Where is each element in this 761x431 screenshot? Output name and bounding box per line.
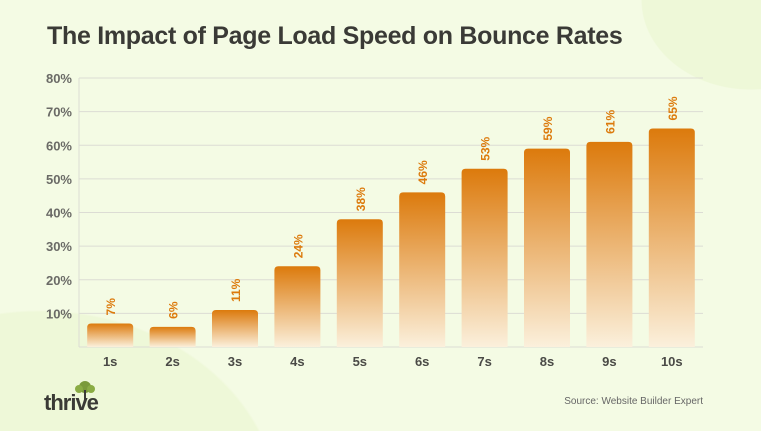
data-label: 24% [291,234,305,258]
y-tick-label: 60% [46,138,72,153]
y-tick-label: 70% [46,105,72,120]
bar [524,148,570,347]
x-tick-label: 10s [661,354,683,369]
logo-text: thrive [44,390,99,415]
chart-title: The Impact of Page Load Speed on Bounce … [47,22,623,50]
source-note: Source: Website Builder Expert [564,396,703,407]
x-tick-label: 8s [540,354,554,369]
bar [336,219,383,347]
data-label: 11% [229,278,243,302]
bar [149,326,196,347]
y-tick-label: 80% [46,71,72,86]
bar [274,266,321,347]
data-label: 59% [541,116,555,140]
x-tick-label: 2s [165,354,179,369]
x-tick-label: 6s [415,354,429,369]
bar [586,141,633,347]
x-tick-label: 3s [228,354,242,369]
thrive-logo: thrive [44,380,114,420]
x-tick-label: 7s [477,354,491,369]
data-label: 7% [104,298,118,316]
y-tick-label: 50% [46,172,72,187]
x-tick-label: 5s [353,354,367,369]
bar [212,310,258,347]
y-tick-label: 10% [46,306,72,321]
data-label: 53% [479,136,493,160]
x-tick-label: 4s [290,354,304,369]
bar [87,323,134,347]
y-tick-label: 20% [46,273,72,288]
x-tick-label: 1s [103,354,117,369]
data-label: 46% [416,160,430,184]
y-tick-label: 40% [46,206,72,221]
bar [648,128,695,347]
data-label: 38% [354,187,368,211]
data-label: 6% [167,301,181,319]
data-label: 65% [666,96,680,120]
data-label: 61% [603,110,617,134]
bar [399,192,446,347]
x-tick-label: 9s [602,354,616,369]
bar [461,168,508,347]
tree-icon [75,381,95,400]
y-tick-label: 30% [46,239,72,254]
